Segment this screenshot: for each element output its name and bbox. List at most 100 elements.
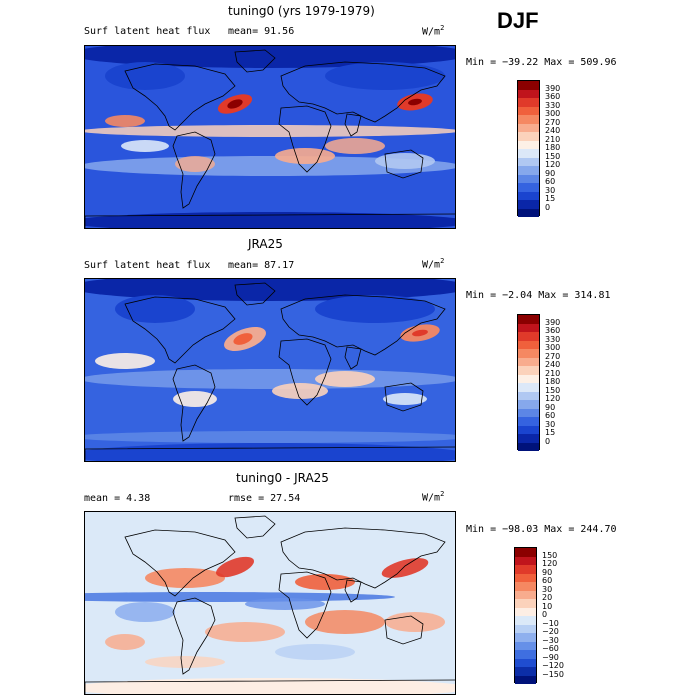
colorbar-swatch (518, 425, 539, 434)
colorbar-label: 390 (545, 83, 561, 93)
colorbar-label: 90 (545, 402, 556, 412)
flux-contour (325, 62, 445, 90)
colorbar-label: 330 (545, 334, 561, 344)
flux-contour (272, 383, 328, 399)
coastline (85, 679, 455, 694)
colorbar-label: 300 (545, 343, 561, 352)
map-field (85, 46, 455, 228)
flux-contour (275, 644, 355, 660)
map-field (85, 512, 455, 694)
flux-contour (85, 592, 395, 602)
colorbar-label: 60 (545, 411, 556, 420)
colorbar-label: −60 (542, 644, 559, 653)
colorbar-swatch (518, 98, 539, 107)
colorbar-label: 150 (545, 385, 561, 395)
colorbar-label: 20 (542, 593, 553, 602)
coastline (85, 213, 455, 228)
panel-2-mean: mean= 87.17 (228, 260, 295, 271)
colorbar-swatches (517, 314, 540, 451)
colorbar-swatch (518, 183, 539, 192)
panel-1-title: tuning0 (yrs 1979-1979) (228, 4, 375, 18)
map-field (85, 279, 455, 461)
colorbar-swatch (518, 106, 539, 115)
colorbar-label: 30 (545, 185, 556, 195)
colorbar-label: −30 (542, 635, 559, 645)
colorbar-label: −150 (542, 669, 564, 679)
colorbar-swatch (518, 200, 539, 209)
colorbar-label: 270 (545, 117, 561, 127)
colorbar-label: 210 (545, 134, 561, 144)
flux-contour (115, 602, 175, 622)
panel-2-variable: Surf latent heat flux (84, 260, 211, 271)
panel-2-map (84, 278, 456, 462)
flux-contour (325, 138, 385, 154)
colorbar-label: 15 (545, 428, 556, 437)
coastline (344, 113, 362, 137)
flux-contour (408, 98, 422, 106)
colorbar-swatch (515, 667, 536, 676)
colorbar-swatch (518, 391, 539, 400)
coastline (172, 364, 216, 442)
flux-contour (121, 140, 169, 152)
colorbar-label: 180 (545, 143, 561, 152)
colorbar-label: 120 (542, 559, 558, 568)
flux-contour (383, 393, 427, 405)
flux-contour (375, 153, 435, 169)
colorbar-label: 15 (545, 194, 556, 203)
flux-contour (85, 125, 455, 137)
colorbar-label: 390 (545, 317, 561, 327)
colorbar-swatch (518, 366, 539, 375)
flux-contour (315, 295, 435, 323)
flux-contour (85, 212, 455, 228)
panel-3-minmax: Min = −98.03 Max = 244.70 (466, 524, 617, 535)
colorbar-label: 0 (545, 202, 551, 212)
colorbar-swatch (518, 332, 539, 341)
flux-contour (85, 369, 455, 389)
colorbar-swatch (518, 208, 539, 217)
coastline (384, 615, 424, 645)
flux-contour (381, 558, 429, 578)
colorbar-label: 0 (545, 436, 551, 446)
flux-contour (205, 622, 285, 642)
panel-1-map (84, 45, 456, 229)
colorbar-swatch (518, 315, 539, 324)
colorbar-swatch (518, 408, 539, 417)
colorbar-swatch (518, 349, 539, 358)
coastline (280, 527, 446, 589)
colorbar-swatch (518, 417, 539, 426)
colorbar-swatch (515, 573, 536, 582)
colorbar-label: 60 (545, 177, 556, 186)
colorbar-swatch (515, 641, 536, 650)
panel-3-units: W/m2 (422, 490, 445, 504)
colorbar-label: 180 (545, 377, 561, 386)
coastline (384, 149, 424, 179)
colorbar-label: 150 (542, 550, 558, 560)
colorbar-swatch (518, 115, 539, 124)
coastline (384, 382, 424, 412)
flux-contour (175, 156, 215, 172)
colorbar-label: 240 (545, 360, 561, 369)
colorbar-swatch (515, 616, 536, 625)
flux-contour (227, 99, 243, 109)
coastline (124, 296, 236, 364)
flux-contour (105, 115, 145, 127)
colorbar-label: 60 (542, 576, 553, 585)
colorbar-swatch (515, 590, 536, 599)
colorbar-label: 30 (542, 584, 553, 594)
coastline (278, 338, 332, 406)
colorbar-label: 330 (545, 100, 561, 110)
colorbar-label: −120 (542, 661, 564, 670)
panel-2-minmax: Min = −2.04 Max = 314.81 (466, 290, 611, 301)
colorbar-swatch (518, 149, 539, 158)
coastline (344, 346, 362, 370)
colorbar-swatch (518, 81, 539, 90)
panel-3-rmse: rmse = 27.54 (228, 493, 301, 504)
flux-contour (85, 431, 455, 443)
coastline (234, 515, 276, 539)
coastline (124, 63, 236, 131)
colorbar-swatch (515, 607, 536, 616)
colorbar-swatches (514, 547, 537, 684)
colorbar-swatch (518, 323, 539, 332)
colorbar-label: −10 (542, 618, 559, 628)
coastline (172, 597, 216, 675)
